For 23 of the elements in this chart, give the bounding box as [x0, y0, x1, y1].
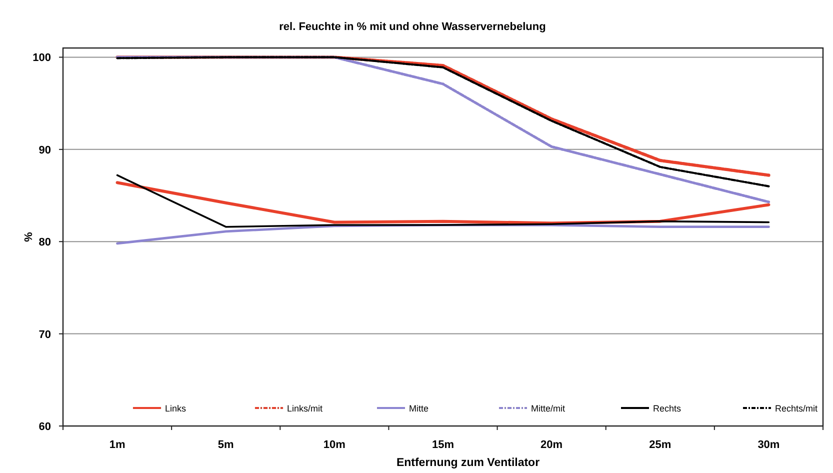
x-tick-label: 10m: [323, 439, 346, 451]
y-axis-title: %: [23, 232, 35, 242]
x-tick-label: 20m: [540, 439, 563, 451]
line-series: [116, 224, 770, 245]
line-series: [116, 174, 770, 228]
legend-label: Mitte: [409, 404, 429, 414]
y-tick-label: 70: [38, 328, 51, 341]
legend-label: Links: [165, 404, 187, 414]
x-tick-label: 25m: [649, 439, 672, 451]
y-tick-label: 90: [38, 144, 51, 156]
legend-label: Rechts: [653, 404, 682, 414]
y-tick-label: 80: [38, 236, 51, 249]
x-tick-label: 5m: [218, 439, 234, 451]
legend-label: Mitte/mit: [531, 404, 566, 414]
y-tick-label: 60: [38, 421, 51, 433]
y-tick-label: 100: [32, 52, 51, 64]
legend-label: Rechts/mit: [775, 404, 818, 414]
x-tick-label: 1m: [109, 439, 126, 451]
legend-label: Links/mit: [287, 404, 324, 414]
x-tick-label: 15m: [432, 439, 454, 451]
x-tick-label: 30m: [758, 439, 780, 451]
chart-title: rel. Feuchte in % mit und ohne Wasservernebelung: [279, 21, 546, 33]
x-axis-title: Entfernung zum Ventilator: [396, 457, 540, 469]
